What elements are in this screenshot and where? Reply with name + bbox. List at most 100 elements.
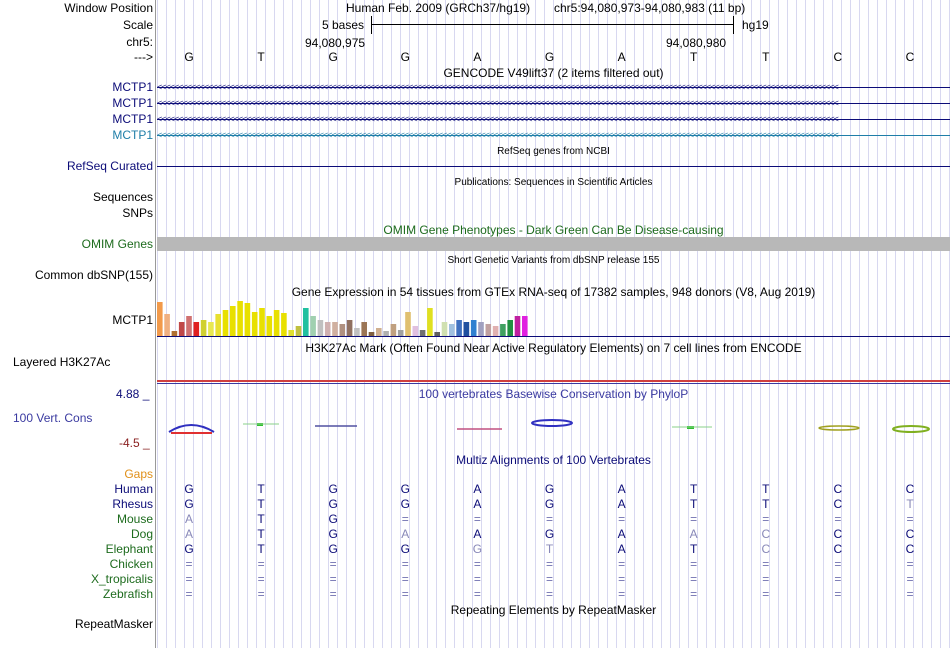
- gtex-tissue-bar[interactable]: [288, 330, 294, 336]
- refseq-track-title[interactable]: RefSeq genes from NCBI: [497, 146, 610, 157]
- gtex-tissue-bar[interactable]: [251, 312, 258, 336]
- refseq-label[interactable]: RefSeq Curated: [66, 159, 153, 173]
- repeatmasker-track-title[interactable]: Repeating Elements by RepeatMasker: [450, 603, 657, 617]
- gtex-tissue-bar[interactable]: [346, 320, 353, 336]
- gtex-tissue-bar[interactable]: [193, 322, 200, 336]
- gtex-tissue-bar[interactable]: [514, 316, 521, 336]
- h3k27ac-label[interactable]: Layered H3K27Ac: [13, 355, 111, 369]
- gtex-tissue-bar[interactable]: [397, 330, 404, 336]
- gtex-tissue-bar[interactable]: [244, 303, 251, 336]
- species-label[interactable]: Mouse: [116, 512, 153, 526]
- gtex-bar-graph[interactable]: [157, 298, 537, 336]
- dbsnp-label[interactable]: Common dbSNP(155): [34, 268, 153, 282]
- gtex-tissue-bar[interactable]: [266, 316, 273, 336]
- refseq-gene-line[interactable]: [157, 166, 950, 167]
- gtex-tissue-bar[interactable]: [470, 320, 477, 336]
- gtex-tissue-bar[interactable]: [208, 322, 214, 336]
- repeatmasker-label[interactable]: RepeatMasker: [74, 617, 153, 631]
- gtex-tissue-bar[interactable]: [405, 312, 411, 336]
- gtex-tissue-bar[interactable]: [171, 331, 178, 336]
- gtex-tissue-bar[interactable]: [434, 332, 440, 336]
- gtex-tissue-bar[interactable]: [492, 326, 499, 336]
- gencode-transcript-line[interactable]: [157, 119, 950, 120]
- gtex-tissue-bar[interactable]: [500, 324, 506, 336]
- alignment-base: T: [257, 497, 265, 511]
- species-label[interactable]: Zebrafish: [102, 587, 153, 601]
- gtex-tissue-bar[interactable]: [427, 308, 433, 336]
- gtex-tissue-bar[interactable]: [332, 322, 338, 336]
- gencode-transcript-line[interactable]: [157, 135, 950, 136]
- gtex-tissue-bar[interactable]: [317, 320, 324, 336]
- gtex-tissue-bar[interactable]: [164, 314, 170, 336]
- gtex-baseline: [157, 336, 950, 337]
- dbsnp-track-title[interactable]: Short Genetic Variants from dbSNP releas…: [447, 255, 660, 266]
- alignment-base: T: [257, 482, 265, 496]
- gtex-tissue-bar[interactable]: [157, 302, 163, 336]
- gtex-tissue-bar[interactable]: [463, 322, 470, 336]
- gencode-track-title[interactable]: GENCODE V49lift37 (2 items filtered out): [443, 66, 664, 80]
- gtex-tissue-bar[interactable]: [339, 324, 346, 336]
- phylop-track-title[interactable]: 100 vertebrates Basewise Conservation by…: [418, 387, 689, 401]
- gtex-tissue-bar[interactable]: [310, 316, 316, 336]
- gtex-tissue-bar[interactable]: [522, 316, 528, 336]
- gtex-tissue-bar[interactable]: [215, 314, 221, 336]
- gtex-tissue-bar[interactable]: [200, 320, 207, 336]
- omim-gene-bar[interactable]: [157, 237, 950, 251]
- gtex-tissue-bar[interactable]: [295, 326, 302, 336]
- gtex-tissue-bar[interactable]: [376, 328, 382, 336]
- gencode-transcript-label[interactable]: MCTP1: [112, 128, 153, 142]
- gtex-track-title[interactable]: Gene Expression in 54 tissues from GTEx …: [291, 285, 816, 299]
- gtex-tissue-bar[interactable]: [441, 322, 448, 336]
- publications-snps-label[interactable]: SNPs: [122, 206, 153, 220]
- species-label[interactable]: Dog: [130, 527, 153, 541]
- alignment-base: =: [762, 587, 770, 601]
- gtex-tissue-bar[interactable]: [390, 324, 397, 336]
- gtex-tissue-bar[interactable]: [259, 308, 265, 336]
- h3k27ac-signal-line[interactable]: [157, 380, 950, 382]
- gtex-tissue-bar[interactable]: [478, 322, 484, 336]
- gencode-transcript-label[interactable]: MCTP1: [112, 112, 153, 126]
- gtex-tissue-bar[interactable]: [354, 328, 360, 336]
- gencode-transcript-label[interactable]: MCTP1: [112, 80, 153, 94]
- species-label[interactable]: X_tropicalis: [90, 572, 153, 586]
- gtex-tissue-bar[interactable]: [230, 306, 236, 336]
- gtex-tissue-bar[interactable]: [186, 316, 192, 336]
- gtex-tissue-bar[interactable]: [368, 332, 375, 336]
- gtex-tissue-bar[interactable]: [237, 301, 243, 336]
- alignment-base: G: [184, 482, 194, 496]
- alignment-base: A: [473, 527, 482, 541]
- gencode-transcript-line[interactable]: [157, 103, 950, 104]
- publications-sequences-label[interactable]: Sequences: [92, 190, 153, 204]
- gtex-tissue-bar[interactable]: [412, 326, 419, 336]
- gtex-tissue-bar[interactable]: [361, 322, 367, 336]
- strand-chevrons: <<<<<<<<<<<<<<<<<<<<<<<<<<<<<<<<<<<<<<<<…: [157, 115, 839, 123]
- gtex-tissue-bar[interactable]: [324, 322, 331, 336]
- gtex-tissue-bar[interactable]: [383, 331, 389, 336]
- gtex-tissue-bar[interactable]: [303, 308, 309, 336]
- gtex-tissue-bar[interactable]: [456, 320, 462, 336]
- gencode-transcript-line[interactable]: [157, 87, 950, 88]
- multiz-track-title[interactable]: Multiz Alignments of 100 Vertebrates: [456, 453, 651, 467]
- gtex-label[interactable]: MCTP1: [112, 313, 153, 327]
- omim-label[interactable]: OMIM Genes: [81, 237, 153, 251]
- omim-track-title[interactable]: OMIM Gene Phenotypes - Dark Green Can Be…: [383, 223, 724, 237]
- species-label[interactable]: Human: [114, 482, 153, 496]
- gtex-tissue-bar[interactable]: [449, 324, 455, 336]
- gtex-tissue-bar[interactable]: [419, 330, 426, 336]
- alignment-base: =: [185, 572, 193, 586]
- gtex-tissue-bar[interactable]: [507, 320, 513, 336]
- species-label[interactable]: Elephant: [105, 542, 153, 556]
- species-label[interactable]: Chicken: [109, 557, 153, 571]
- publications-track-title[interactable]: Publications: Sequences in Scientific Ar…: [454, 177, 653, 188]
- gtex-tissue-bar[interactable]: [273, 310, 280, 336]
- phylop-conservation-plot[interactable]: [157, 415, 950, 437]
- h3k27ac-track-title[interactable]: H3K27Ac Mark (Often Found Near Active Re…: [305, 341, 802, 355]
- phylop-label[interactable]: 100 Vert. Cons: [13, 411, 93, 425]
- gtex-tissue-bar[interactable]: [281, 313, 287, 336]
- species-label[interactable]: Rhesus: [112, 497, 153, 511]
- gtex-tissue-bar[interactable]: [485, 324, 492, 336]
- alignment-base: T: [257, 527, 265, 541]
- gtex-tissue-bar[interactable]: [222, 310, 229, 336]
- gtex-tissue-bar[interactable]: [178, 322, 185, 336]
- gencode-transcript-label[interactable]: MCTP1: [112, 96, 153, 110]
